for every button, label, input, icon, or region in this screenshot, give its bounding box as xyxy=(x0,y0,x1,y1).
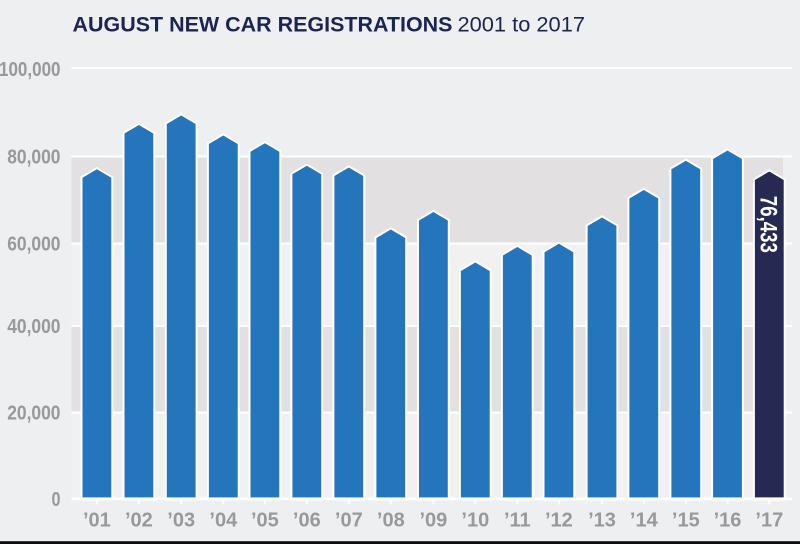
svg-text:80,000: 80,000 xyxy=(7,146,60,168)
svg-text:’11: ’11 xyxy=(504,510,531,532)
svg-text:2001 to 2017: 2001 to 2017 xyxy=(458,13,586,36)
svg-text:’17: ’17 xyxy=(755,510,783,532)
svg-text:’13: ’13 xyxy=(588,510,616,532)
svg-text:40,000: 40,000 xyxy=(7,316,60,338)
svg-text:’04: ’04 xyxy=(209,510,238,532)
svg-text:’15: ’15 xyxy=(672,510,700,532)
svg-text:76,433: 76,433 xyxy=(755,196,782,253)
svg-text:’09: ’09 xyxy=(419,510,447,532)
svg-text:’07: ’07 xyxy=(335,510,363,532)
svg-text:’03: ’03 xyxy=(167,510,195,532)
svg-text:0: 0 xyxy=(52,489,61,511)
svg-text:’12: ’12 xyxy=(545,510,573,532)
svg-text:’06: ’06 xyxy=(293,510,321,532)
svg-text:100,000: 100,000 xyxy=(0,59,61,81)
svg-text:’10: ’10 xyxy=(461,510,489,532)
svg-text:’01: ’01 xyxy=(83,510,111,532)
svg-text:’08: ’08 xyxy=(377,510,405,532)
svg-text:AUGUST NEW CAR REGISTRATIONS: AUGUST NEW CAR REGISTRATIONS xyxy=(73,13,453,36)
svg-text:’02: ’02 xyxy=(125,510,153,532)
svg-text:60,000: 60,000 xyxy=(7,234,60,256)
svg-text:20,000: 20,000 xyxy=(7,403,60,425)
svg-text:’14: ’14 xyxy=(630,510,659,532)
svg-text:’16: ’16 xyxy=(714,510,742,532)
svg-text:’05: ’05 xyxy=(251,510,279,532)
